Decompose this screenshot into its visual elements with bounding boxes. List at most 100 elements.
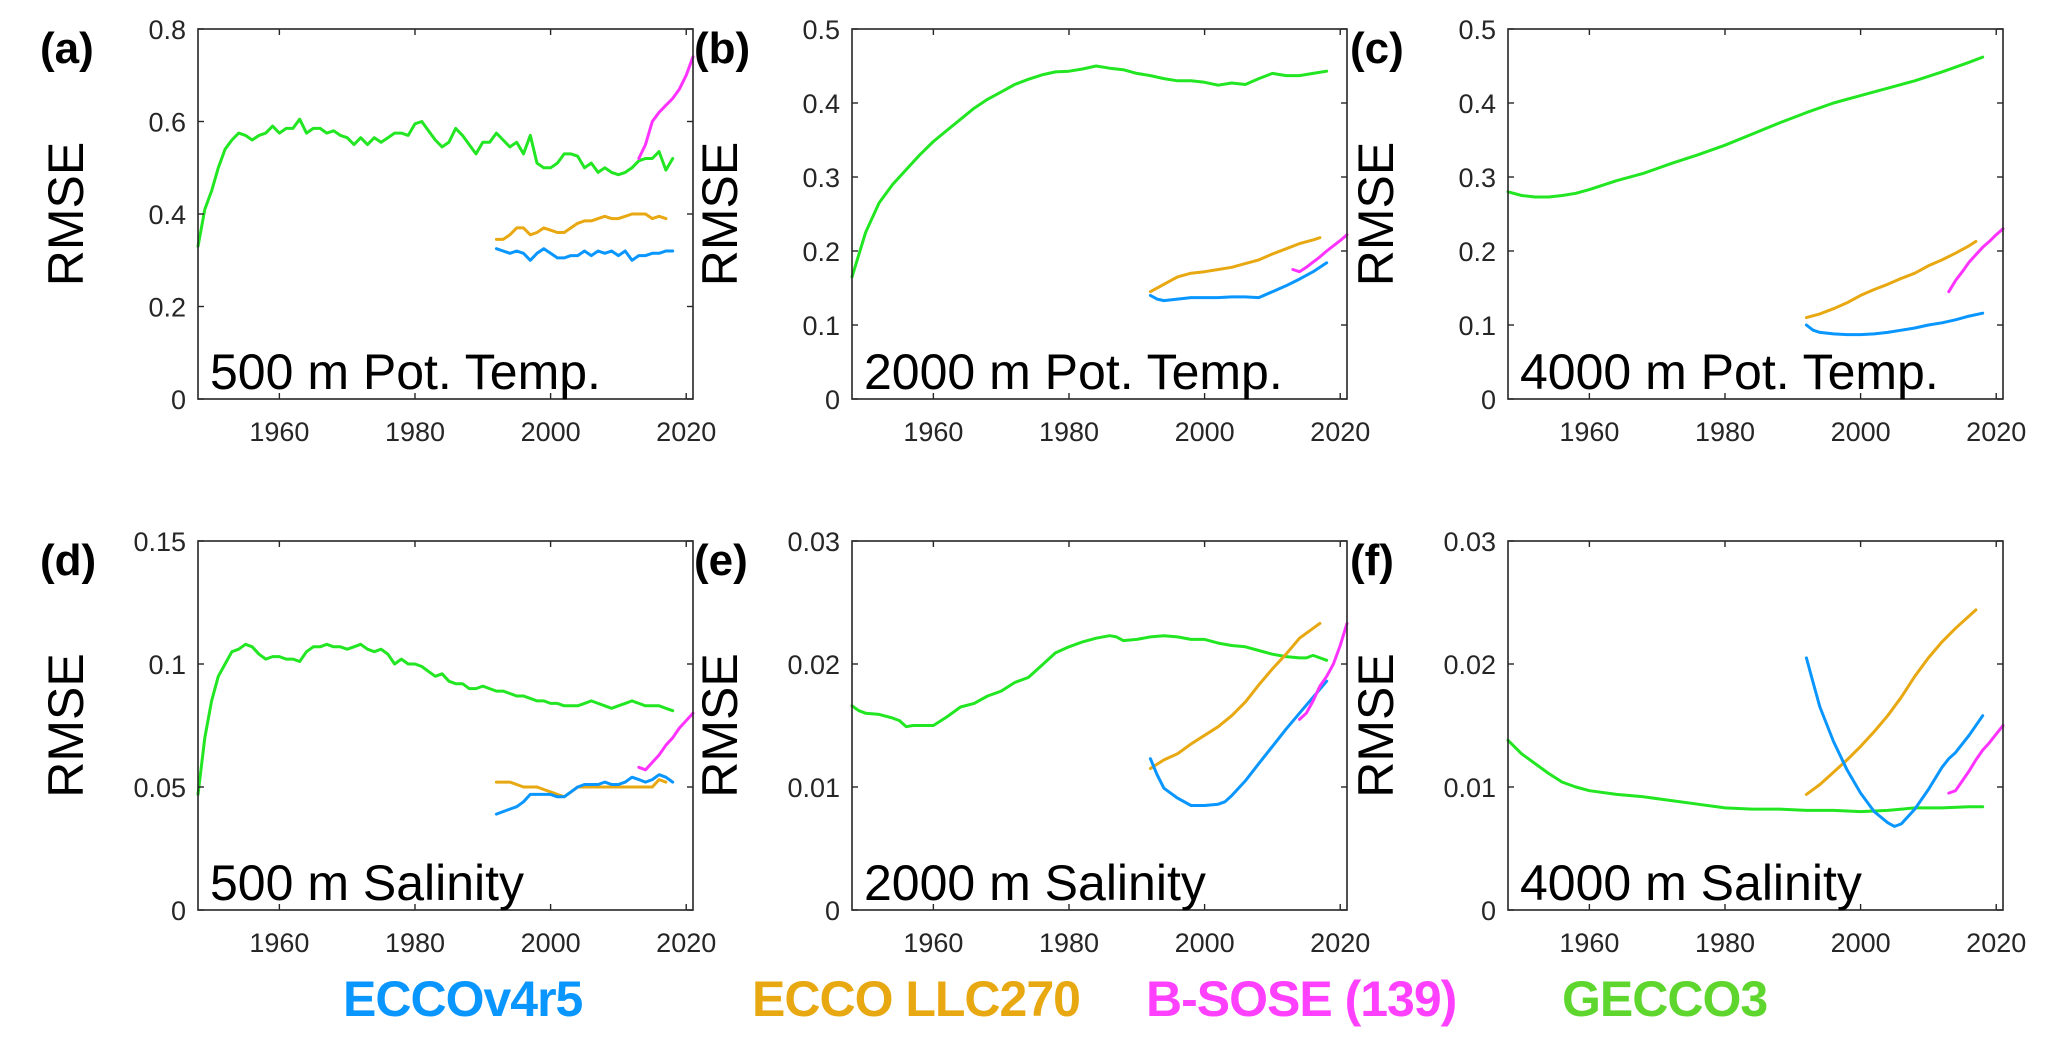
- series-line-eccov4r5: [1148, 679, 1329, 807]
- y-tick-label: 0: [1481, 385, 1496, 415]
- x-tick-label: 1980: [1695, 417, 1755, 447]
- panel-d: 1960 1980 2000 2020 0 0.05 0.1 0.15 RMSE (d) 500 m…: [38, 527, 716, 958]
- panel-e: 1960 1980 2000 2020 0 0.01 0.02 0.03 RMSE (e) 2000…: [692, 527, 1370, 958]
- y-tick-label: 0.2: [1458, 237, 1496, 267]
- y-tick-label: 0.01: [1443, 773, 1496, 803]
- y-tick-label: 0.03: [787, 527, 840, 557]
- x-tick-label: 1960: [903, 417, 963, 447]
- legend-item-eccov4r5: ECCOv4r5: [343, 971, 583, 1027]
- axes-box: [1507, 540, 2004, 911]
- y-axis-label: RMSE: [38, 142, 94, 286]
- x-tick-label: 2020: [1310, 928, 1370, 958]
- x-tick-label: 2000: [521, 928, 581, 958]
- legend-item-ecco-llc270: ECCO LLC270: [752, 971, 1081, 1027]
- y-tick-label: 0.05: [133, 773, 186, 803]
- panel-c: 1960 1980 2000 2020 0 0.1 0.2 0.3 0.4 0.5 RMSE (c) 4…: [1348, 15, 2026, 447]
- panel-title: 500 m Salinity: [210, 855, 524, 911]
- x-tick-label: 1960: [249, 417, 309, 447]
- x-tick-label: 1980: [1039, 417, 1099, 447]
- y-axis-label: RMSE: [1348, 653, 1404, 797]
- panel-title: 4000 m Pot. Temp.: [1520, 344, 1939, 400]
- x-tick-label: 1960: [1559, 417, 1619, 447]
- legend-item-gecco3: GECCO3: [1562, 971, 1768, 1027]
- y-tick-label: 0.03: [1443, 527, 1496, 557]
- panel-title: 500 m Pot. Temp.: [210, 344, 601, 400]
- series-line-b-sose-139: [1947, 227, 2005, 294]
- series-line-gecco3: [850, 634, 1329, 729]
- y-tick-label: 0.6: [148, 108, 186, 138]
- panel-title: 2000 m Salinity: [864, 855, 1206, 911]
- series-line-gecco3: [850, 64, 1329, 279]
- series-line-gecco3: [196, 642, 675, 796]
- y-tick-label: 0.02: [787, 650, 840, 680]
- x-tick-label: 1980: [1695, 928, 1755, 958]
- panel-title: 4000 m Salinity: [1520, 855, 1862, 911]
- x-tick-label: 1980: [385, 928, 445, 958]
- series-line-eccov4r5: [1804, 311, 1985, 337]
- y-tick-label: 0.3: [802, 163, 840, 193]
- x-tick-label: 2020: [656, 417, 716, 447]
- panel-letter: (b): [694, 24, 750, 73]
- y-axis-label: RMSE: [38, 653, 94, 797]
- legend-item-b-sose: B-SOSE (139): [1146, 971, 1457, 1027]
- series-line-b-sose-139: [1291, 233, 1349, 274]
- axes-box: [197, 540, 694, 911]
- axes-box: [1507, 28, 2004, 400]
- series-line-eccov4r5: [1148, 261, 1329, 303]
- y-tick-label: 0.3: [1458, 163, 1496, 193]
- panel-f: 1960 1980 2000 2020 0 0.01 0.02 0.03 RMSE (f) 4000…: [1348, 527, 2026, 958]
- series-line-eccov4r5: [494, 247, 675, 262]
- x-tick-label: 1960: [903, 928, 963, 958]
- x-tick-label: 2000: [1175, 928, 1235, 958]
- x-tick-label: 2020: [1966, 417, 2026, 447]
- x-tick-label: 1980: [1039, 928, 1099, 958]
- x-tick-label: 2000: [521, 417, 581, 447]
- x-tick-label: 2000: [1175, 417, 1235, 447]
- y-tick-label: 0.1: [1458, 311, 1496, 341]
- y-tick-label: 0: [825, 385, 840, 415]
- y-tick-label: 0.02: [1443, 650, 1496, 680]
- y-tick-label: 0.2: [148, 293, 186, 323]
- y-tick-label: 0.5: [802, 15, 840, 45]
- series-line-gecco3: [1506, 738, 1985, 814]
- series-line-ecco-llc270: [1804, 608, 1978, 796]
- y-tick-label: 0.2: [802, 237, 840, 267]
- panel-letter: (f): [1350, 536, 1394, 585]
- y-tick-label: 0.01: [787, 773, 840, 803]
- panel-letter: (e): [694, 536, 748, 585]
- panel-a: 1960 1980 2000 2020 0 0.2 0.4 0.6 0.8 RMSE (a) 500 …: [38, 15, 716, 447]
- x-tick-label: 1960: [249, 928, 309, 958]
- y-tick-label: 0.15: [133, 527, 186, 557]
- y-tick-label: 0: [171, 385, 186, 415]
- x-tick-label: 2000: [1831, 417, 1891, 447]
- y-tick-label: 0.1: [802, 311, 840, 341]
- series-line-b-sose-139: [1298, 621, 1349, 721]
- y-tick-label: 0.8: [148, 15, 186, 45]
- x-tick-label: 1980: [385, 417, 445, 447]
- series-line-gecco3: [1506, 55, 1985, 199]
- x-tick-label: 2000: [1831, 928, 1891, 958]
- series-line-ecco-llc270: [1148, 621, 1322, 770]
- series-line-b-sose-139: [637, 711, 695, 772]
- panel-title: 2000 m Pot. Temp.: [864, 344, 1283, 400]
- series-line-ecco-llc270: [494, 212, 668, 241]
- series-line-ecco-llc270: [494, 778, 668, 799]
- y-axis-label: RMSE: [692, 653, 748, 797]
- y-tick-label: 0.5: [1458, 15, 1496, 45]
- panel-letter: (a): [40, 24, 94, 73]
- y-tick-label: 0.4: [148, 200, 186, 230]
- series-line-eccov4r5: [1804, 656, 1985, 828]
- y-tick-label: 0.4: [802, 89, 840, 119]
- axes-box: [851, 540, 1348, 911]
- y-tick-label: 0: [1481, 896, 1496, 926]
- series-line-gecco3: [196, 117, 675, 248]
- x-tick-label: 2020: [1310, 417, 1370, 447]
- x-tick-label: 2020: [1966, 928, 2026, 958]
- panel-letter: (c): [1350, 24, 1404, 73]
- y-axis-label: RMSE: [1348, 142, 1404, 286]
- series-line-b-sose-139: [1947, 724, 2005, 795]
- series-line-ecco-llc270: [1148, 236, 1322, 294]
- series-line-b-sose-139: [637, 55, 695, 160]
- y-tick-label: 0.4: [1458, 89, 1496, 119]
